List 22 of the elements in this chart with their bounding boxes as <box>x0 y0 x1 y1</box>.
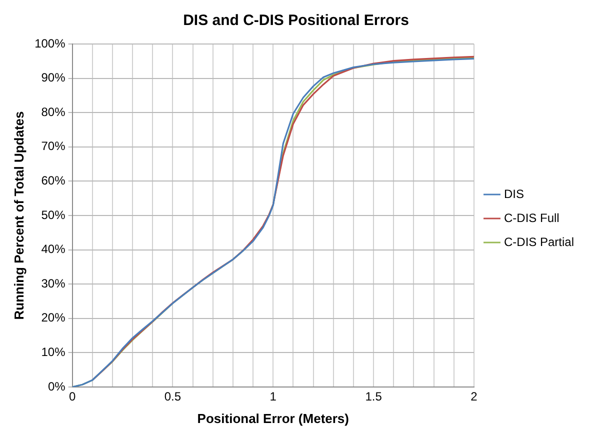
y-tick-label: 90% <box>41 70 66 85</box>
y-tick-label: 100% <box>34 36 66 50</box>
x-tick-label: 0.5 <box>164 390 182 404</box>
x-tick-label: 0 <box>68 390 76 404</box>
y-tick-label: 30% <box>41 276 66 290</box>
y-axis-title: Running Percent of Total Updates <box>11 111 26 320</box>
x-tick-label: 1.5 <box>365 390 382 404</box>
x-tick-label: 2 <box>470 390 478 404</box>
legend-label: C-DIS Partial <box>504 234 574 249</box>
y-tick-label: 50% <box>41 208 66 222</box>
y-tick-label: 70% <box>41 139 66 154</box>
legend-label: C-DIS Full <box>504 210 560 225</box>
y-tick-label: 80% <box>41 104 66 119</box>
y-tick-label: 40% <box>41 242 66 256</box>
y-tick-label: 0% <box>48 379 66 394</box>
y-tick-label: 20% <box>41 310 66 325</box>
x-axis-title: Positional Error (Meters) <box>197 410 349 426</box>
x-tick-label: 1 <box>270 390 277 404</box>
y-tick-label: 10% <box>41 345 66 360</box>
legend-label: DIS <box>504 186 524 201</box>
y-tick-label: 60% <box>41 174 66 188</box>
chart-title: DIS and C-DIS Positional Errors <box>183 12 409 30</box>
